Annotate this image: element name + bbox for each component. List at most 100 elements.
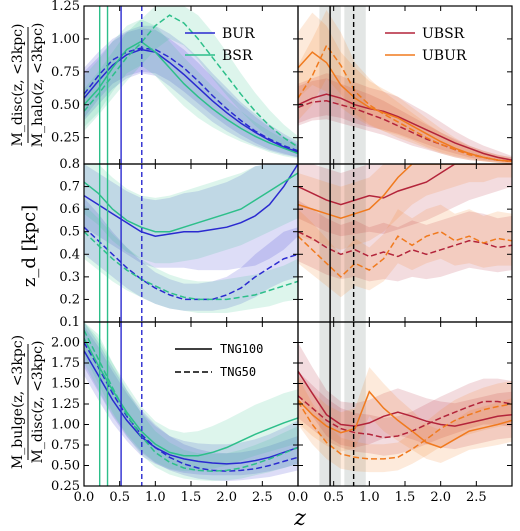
ytick-label-r1-6: 0.7: [59, 180, 80, 195]
line-r2_right-ubur-dashed: [298, 401, 512, 460]
xtick-label-c0-3: 1.5: [181, 490, 202, 505]
line-r0_left-bur-solid: [84, 48, 298, 153]
ylabel-row2-den: M_disc(z, <3kpc): [30, 341, 46, 464]
gray-band-r2-1: [344, 322, 366, 486]
xtick-label-c1-1: 0.5: [323, 490, 344, 505]
band-r1_left-bsr-dashed: [84, 204, 298, 313]
band-r2_right-ubur-solid: [298, 367, 512, 463]
line-r2_right-ubsr-solid: [298, 370, 512, 427]
ytick-label-r1-5: 0.6: [59, 202, 80, 217]
line-r2_right-ubur-solid: [298, 390, 512, 449]
line-r1_right-ubur-solid: [298, 164, 512, 219]
line-r2_left-bur-solid: [84, 350, 298, 465]
band-r1_right-ubsr-solid: [298, 164, 512, 237]
line-r1_left-bsr-solid: [84, 172, 298, 233]
ylabel-row2: M_bulge(z, <3kpc) M_disc(z, <3kpc): [10, 335, 46, 469]
ytick-label-r0-1: 0.50: [51, 98, 80, 113]
legend-label-bsr: BSR: [222, 48, 253, 64]
band-r2_right-ubsr-solid: [298, 342, 512, 450]
bands-layer: [319, 6, 366, 486]
ytick-label-r2-0: 0.25: [51, 479, 80, 494]
xtick-label-c0-0: 0.0: [74, 490, 95, 505]
band-r2_left-bur-dashed: [84, 322, 298, 482]
line-r1_right-ubur-dashed: [298, 230, 512, 278]
legend-label-bur: BUR: [222, 26, 255, 42]
xtick-label-c1-4: 2.0: [430, 490, 451, 505]
xtick-label-c0-4: 2.0: [216, 490, 237, 505]
band-r2_right-ubsr-dashed: [298, 371, 512, 456]
line-r1_left-bur-dashed: [84, 226, 298, 301]
gray-band-r0-1: [344, 6, 366, 164]
ytick-label-r1-2: 0.3: [59, 270, 80, 285]
xtick-label-c1-2: 1.0: [359, 490, 380, 505]
ylabel-row2-num: M_bulge(z, <3kpc): [10, 335, 26, 469]
line-r2_left-bsr-solid: [84, 338, 298, 457]
panel-r2_right: [298, 342, 512, 473]
ytick-label-r1-7: 0.8: [59, 157, 80, 172]
xtick-label-c0-5: 2.5: [252, 490, 273, 505]
ytick-label-r1-1: 0.2: [59, 292, 80, 307]
legend-label-ubur: UBUR: [422, 48, 467, 64]
band-r1_right-ubur-dashed: [298, 204, 512, 298]
line-r0_left-bsr-dashed: [84, 14, 298, 148]
ytick-label-r1-4: 0.5: [59, 225, 80, 240]
line-r1_right-ubsr-solid: [298, 164, 512, 206]
panel-r0_right: [298, 10, 512, 164]
ytick-label-r0-2: 0.75: [51, 65, 80, 80]
line-r2_right-ubsr-dashed: [298, 395, 512, 439]
band-r0_right-ubur-solid: [298, 12, 512, 164]
line-r1_left-bur-solid: [84, 164, 298, 237]
band-r1_right-ubur-solid: [298, 164, 512, 250]
band-r2_left-bur-solid: [84, 326, 298, 476]
ytick-label-r2-2: 0.75: [51, 438, 80, 453]
band-r0_left-bsr-solid: [84, 19, 298, 159]
xtick-label-c1-3: 1.5: [395, 490, 416, 505]
xtick-label-c1-5: 2.5: [466, 490, 487, 505]
xtick-label-c1-0: 0.0: [288, 490, 309, 505]
ytick-label-r1-0: 0.1: [59, 315, 80, 330]
ytick-label-r0-4: 1.25: [51, 0, 80, 14]
band-r0_right-ubur-dashed: [298, 10, 512, 164]
legend-label-tng100: TNG100: [220, 342, 263, 356]
xlabel: z: [293, 506, 306, 531]
ytick-label-r2-1: 0.50: [51, 459, 80, 474]
ticks-layer: 0.25 0.50 0.75 1.00 1.25 0.1 0.2 0.3 0.4 0.5 0.6 0.…: [51, 0, 512, 505]
band-r0_left-bur-dashed: [84, 25, 298, 158]
line-r0_left-bsr-solid: [84, 40, 298, 155]
series-layer: [84, 6, 512, 482]
xtick-label-c0-2: 1.0: [145, 490, 166, 505]
legend-right-top: UBSR UBUR: [385, 26, 467, 64]
ytick-label-r2-6: 1.75: [51, 356, 80, 371]
panel-r1_right: [298, 164, 512, 298]
band-r1_left-bur-solid: [84, 164, 298, 271]
ytick-label-r2-3: 1.00: [51, 418, 80, 433]
ytick-label-r0-0: 0.25: [51, 131, 80, 146]
ylabel-row0-den: M_halo(z, <3kpc): [30, 23, 46, 148]
ytick-label-r2-7: 2.00: [51, 336, 80, 351]
line-r1_left-bsr-dashed: [84, 231, 298, 301]
ylabel-row0-num: M_disc(z, <3kpc): [10, 24, 26, 147]
panel-r0_left: [84, 6, 298, 159]
xtick-label-c0-1: 0.5: [109, 490, 130, 505]
ytick-label-r2-5: 1.50: [51, 377, 80, 392]
band-r2_left-bsr-dashed: [84, 322, 298, 482]
line-r1_right-ubsr-dashed: [298, 231, 512, 258]
legend-label-tng50: TNG50: [220, 365, 256, 379]
band-r2_left-bsr-solid: [84, 322, 298, 472]
gray-band-r1-1: [344, 164, 366, 322]
legend-label-ubsr: UBSR: [422, 26, 465, 42]
ytick-label-r0-3: 1.00: [51, 32, 80, 47]
line-r0_right-ubur-dashed: [298, 44, 512, 163]
vlines-layer: [98, 6, 355, 486]
line-r2_left-bsr-dashed: [84, 329, 298, 472]
band-r2_right-ubur-dashed: [298, 376, 512, 473]
legend-left-bottom: TNG100 TNG50: [175, 342, 263, 379]
line-r0_left-bur-dashed: [84, 47, 298, 152]
ylabel-row0: M_disc(z, <3kpc) M_halo(z, <3kpc): [10, 23, 46, 148]
ytick-label-r1-3: 0.4: [59, 247, 80, 262]
ytick-label-r2-4: 1.25: [51, 397, 80, 412]
panel-r1_left: [84, 164, 298, 313]
panel-r2_left: [84, 322, 298, 482]
line-r0_right-ubsr-solid: [298, 93, 512, 161]
